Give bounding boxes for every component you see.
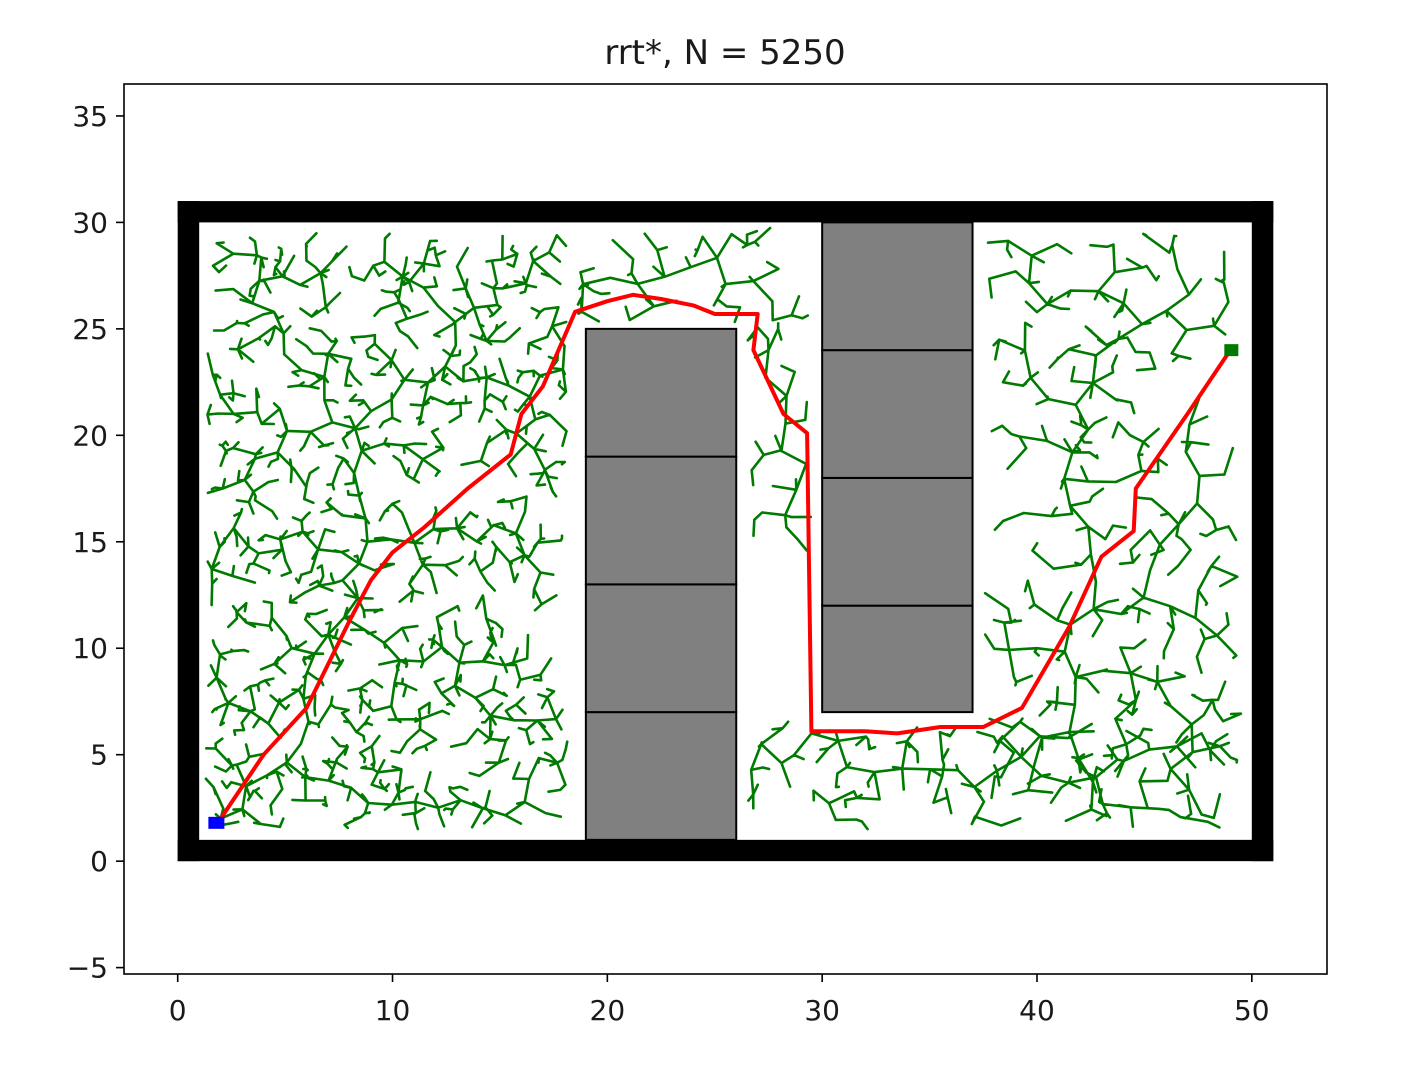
y-tick-label-25: 25 xyxy=(72,313,108,346)
x-tick-label-10: 10 xyxy=(375,994,411,1027)
obstacle-2 xyxy=(584,583,738,714)
solution-path xyxy=(219,292,1232,820)
chart-title: rrt*, N = 5250 xyxy=(604,33,845,73)
obstacle-3 xyxy=(584,455,738,586)
obstacle-1 xyxy=(584,711,738,841)
y-tick-label-10: 10 xyxy=(72,632,108,665)
tree-lower-right xyxy=(747,720,1229,831)
tree-edges-right xyxy=(983,232,1243,823)
axis-ticks: 0 10 20 30 40 50 −5 0 5 10 15 20 25 30 35 xyxy=(67,100,1270,1027)
y-tick-label-5: 5 xyxy=(90,739,108,772)
tree-corridor xyxy=(746,322,813,552)
obstacle-6 xyxy=(821,476,974,607)
obstacle-4 xyxy=(584,327,738,458)
markers xyxy=(208,344,1239,829)
x-tick-label-40: 40 xyxy=(1019,994,1055,1027)
path-layer xyxy=(219,292,1232,820)
y-tick-label-0: 0 xyxy=(90,845,108,878)
wall-top xyxy=(177,201,1274,223)
x-tick-label-0: 0 xyxy=(169,994,187,1027)
tree-right xyxy=(983,232,1243,823)
obstacle-7 xyxy=(821,349,974,479)
tree-edges-lower-right xyxy=(747,720,1229,831)
tree-edges-upper-middle xyxy=(576,226,810,324)
plot-area xyxy=(177,201,1274,862)
tree-upper-middle xyxy=(576,226,810,324)
tree-edges-corridor xyxy=(746,322,813,552)
wall-left xyxy=(177,201,200,862)
obstacles xyxy=(584,221,974,841)
axes-frame xyxy=(123,83,1328,975)
x-tick-label-20: 20 xyxy=(590,994,626,1027)
tree-left xyxy=(204,232,569,831)
y-tick-label-30: 30 xyxy=(72,206,108,239)
boundary-walls xyxy=(177,201,1274,862)
rrt-tree xyxy=(204,226,1243,831)
wall-right xyxy=(1251,201,1274,862)
x-tick-label-50: 50 xyxy=(1234,994,1270,1027)
y-tick-label-20: 20 xyxy=(72,419,108,452)
y-tick-label-15: 15 xyxy=(72,526,108,559)
wall-bottom xyxy=(177,839,1274,862)
tree-edges-left xyxy=(204,232,569,831)
start-marker xyxy=(208,816,225,829)
goal-marker xyxy=(1224,344,1239,357)
obstacle-5 xyxy=(821,604,974,714)
y-tick-label-35: 35 xyxy=(72,100,108,133)
x-tick-label-30: 30 xyxy=(804,994,840,1027)
y-tick-label--5: −5 xyxy=(67,952,108,985)
obstacle-8 xyxy=(821,221,974,352)
